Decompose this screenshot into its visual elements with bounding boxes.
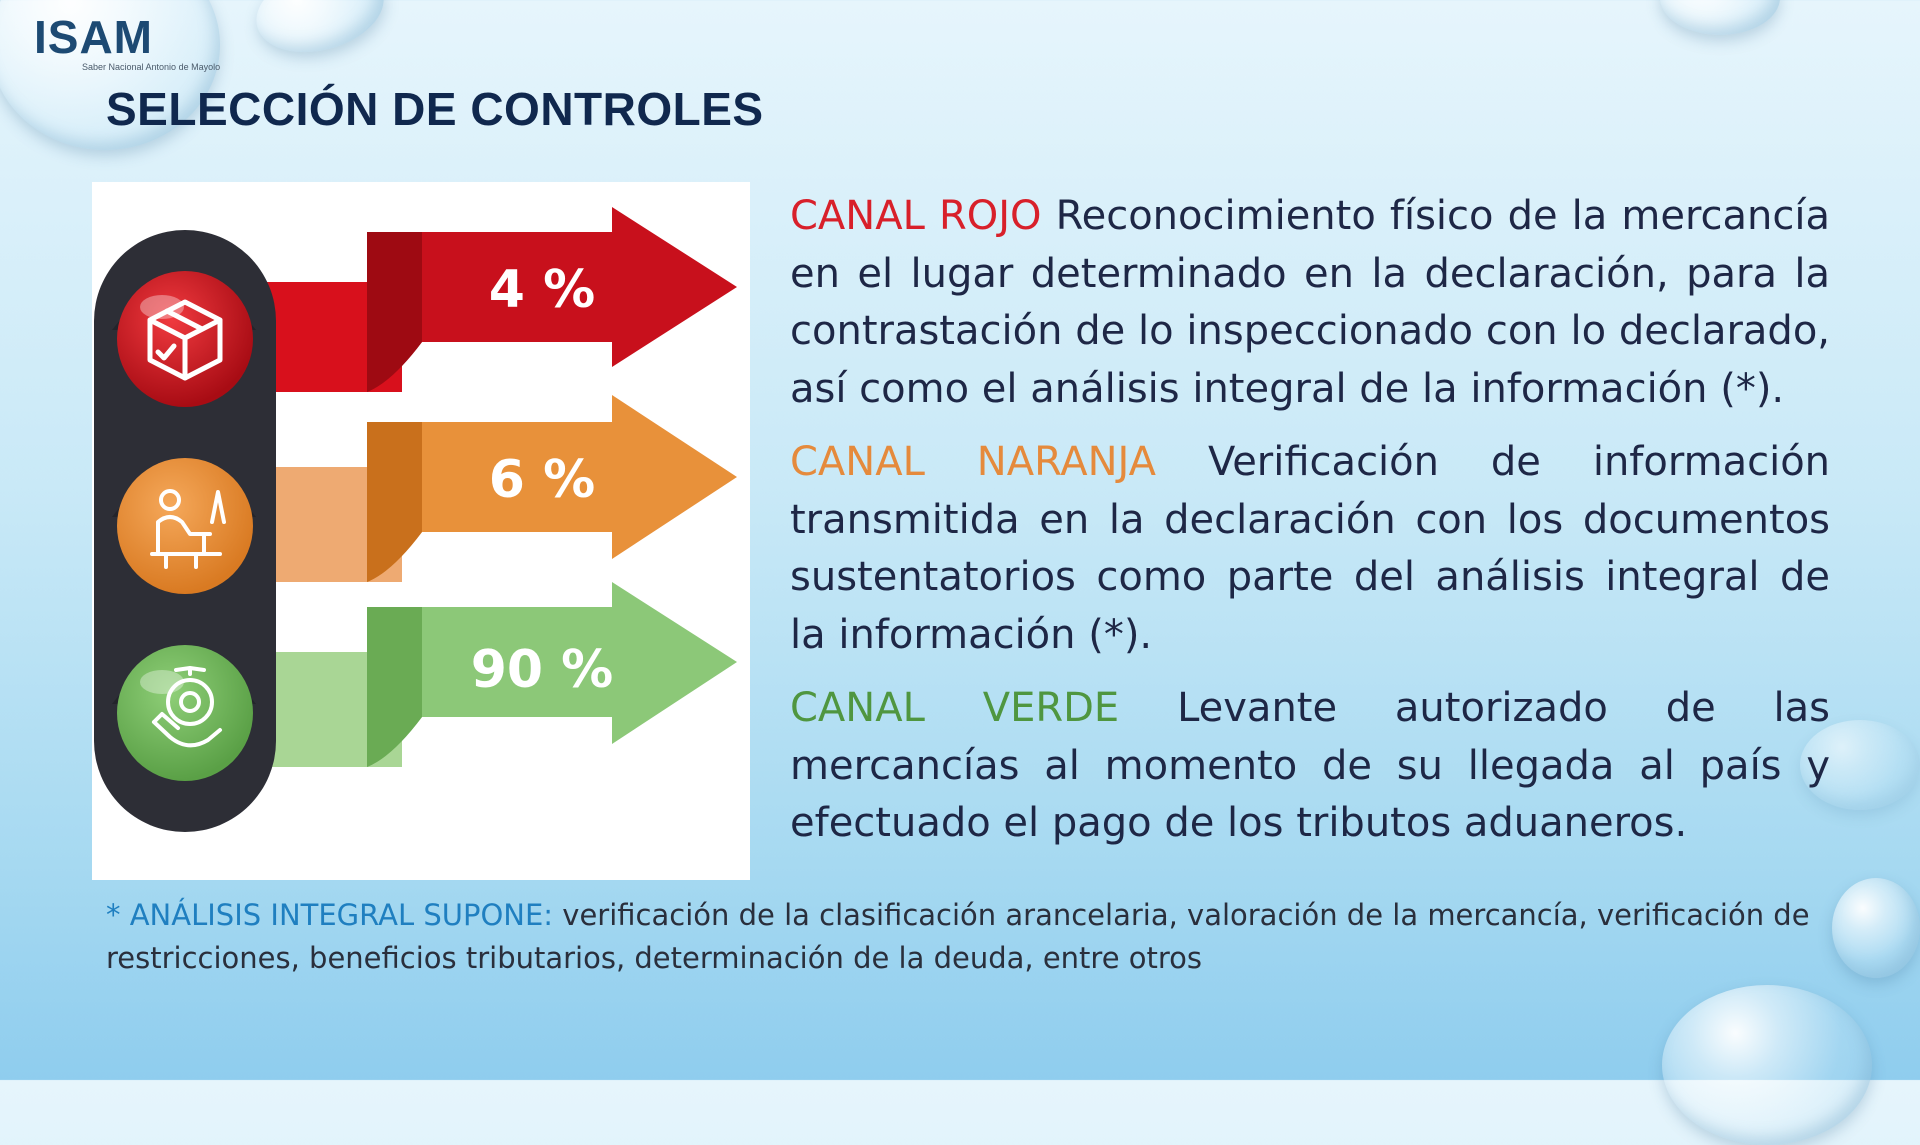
footnote-label: * ANÁLISIS INTEGRAL SUPONE: <box>106 898 554 932</box>
channel-green-label: CANAL VERDE <box>790 685 1120 731</box>
footnote-text: verificación de la clasificación arancel… <box>106 898 1810 975</box>
stamp-hand-icon <box>152 666 222 748</box>
logo-text: ISAM <box>34 11 153 63</box>
footnote: * ANÁLISIS INTEGRAL SUPONE: verificación… <box>106 894 1826 980</box>
channel-green: CANAL VERDE Levante autorizado de las me… <box>790 680 1830 853</box>
water-drop-decoration <box>1832 878 1920 978</box>
green-arrow: 90 % <box>252 582 737 767</box>
channel-orange: CANAL NARANJA Verificación de informació… <box>790 434 1830 664</box>
water-drop-decoration <box>1800 720 1920 810</box>
box-check-icon <box>147 299 223 381</box>
red-arrow: 4 % <box>252 207 737 392</box>
page-title: SELECCIÓN DE CONTROLES <box>106 83 764 135</box>
green-percent-label: 90 % <box>471 640 614 700</box>
water-drop-decoration <box>1660 0 1780 35</box>
water-drop-decoration <box>1662 985 1872 1145</box>
channel-red: CANAL ROJO Reconocimiento físico de la m… <box>790 188 1830 418</box>
channel-red-text: Reconocimiento físico de la mercancía en… <box>790 193 1831 412</box>
person-desk-icon <box>150 489 226 569</box>
red-light <box>117 271 253 407</box>
channel-orange-text: Verificación de información transmitida … <box>790 439 1831 658</box>
channel-red-label: CANAL ROJO <box>790 193 1042 239</box>
water-drop-decoration <box>246 0 394 66</box>
orange-percent-label: 6 % <box>489 450 595 510</box>
channel-orange-label: CANAL NARANJA <box>790 439 1156 485</box>
logo-subtitle: Saber Nacional Antonio de Mayolo <box>82 62 221 72</box>
traffic-light-panel: 4 % 6 % 90 % <box>92 182 750 880</box>
channel-descriptions: CANAL ROJO Reconocimiento físico de la m… <box>790 188 1830 869</box>
red-percent-label: 4 % <box>489 260 595 320</box>
orange-light <box>117 458 253 594</box>
channel-green-text: Levante autorizado de las mercancías al … <box>790 685 1831 846</box>
traffic-light-graphic: 4 % 6 % 90 % <box>94 207 737 832</box>
green-light <box>117 645 253 781</box>
orange-arrow: 6 % <box>252 395 737 582</box>
isam-logo: ISAM Saber Nacional Antonio de Mayolo <box>34 14 232 72</box>
